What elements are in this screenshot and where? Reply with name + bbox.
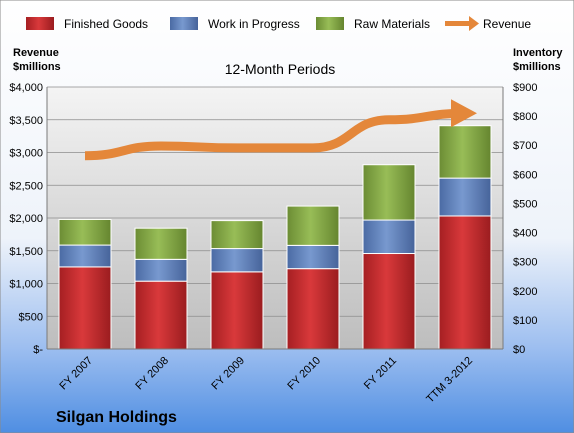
left-tick-label: $3,500 bbox=[9, 115, 43, 127]
bar-raw-materials bbox=[362, 164, 416, 221]
left-tick-label: $4,000 bbox=[9, 82, 43, 94]
right-tick-label: $800 bbox=[513, 111, 537, 123]
left-tick-label: $1,000 bbox=[9, 279, 43, 291]
left-tick-label: $1,500 bbox=[9, 246, 43, 258]
right-tick-label: $900 bbox=[513, 82, 537, 94]
left-tick-label: $2,500 bbox=[9, 180, 43, 192]
legend-swatch-raw-materials bbox=[316, 17, 344, 30]
right-tick-label: $0 bbox=[513, 344, 525, 356]
legend-swatch-revenue bbox=[445, 21, 471, 26]
left-tick-label: $500 bbox=[19, 311, 43, 323]
bar-work-in-progress bbox=[362, 219, 416, 255]
right-axis-title-line2: $millions bbox=[513, 61, 561, 73]
legend-swatch-finished-goods bbox=[26, 17, 54, 30]
right-tick-label: $400 bbox=[513, 228, 537, 240]
bar-raw-materials bbox=[286, 205, 340, 246]
bar-finished-goods bbox=[438, 215, 492, 350]
bar-finished-goods bbox=[210, 271, 264, 350]
legend-label: Raw Materials bbox=[354, 17, 430, 31]
legend-swatch-work-in-progress bbox=[170, 17, 198, 30]
revenue-line bbox=[84, 108, 466, 161]
bar-raw-materials bbox=[58, 218, 112, 246]
bar-work-in-progress bbox=[438, 177, 492, 217]
right-tick-label: $300 bbox=[513, 257, 537, 269]
right-axis-title-line1: Inventory bbox=[513, 47, 563, 59]
bar-work-in-progress bbox=[58, 244, 112, 268]
left-tick-label: $2,000 bbox=[9, 213, 43, 225]
bar-work-in-progress bbox=[286, 244, 340, 270]
right-tick-label: $600 bbox=[513, 169, 537, 181]
left-axis-title-line2: $millions bbox=[13, 61, 61, 73]
left-tick-label: $- bbox=[33, 344, 43, 356]
bar-raw-materials bbox=[134, 227, 188, 260]
bar-finished-goods bbox=[58, 266, 112, 350]
legend-label: Revenue bbox=[483, 17, 531, 31]
bar-series-group bbox=[58, 125, 492, 350]
legend-label: Finished Goods bbox=[64, 17, 148, 31]
left-tick-label: $3,000 bbox=[9, 148, 43, 160]
right-tick-label: $100 bbox=[513, 315, 537, 327]
bar-raw-materials bbox=[438, 125, 492, 179]
bar-work-in-progress bbox=[210, 248, 264, 273]
revenue-line-group bbox=[84, 99, 477, 161]
company-title: Silgan Holdings bbox=[56, 409, 177, 426]
chart-subtitle: 12-Month Periods bbox=[225, 61, 336, 77]
bar-finished-goods bbox=[286, 268, 340, 350]
legend-arrowhead bbox=[469, 16, 479, 31]
right-tick-label: $500 bbox=[513, 198, 537, 210]
bar-work-in-progress bbox=[134, 258, 188, 282]
legend-label: Work in Progress bbox=[208, 17, 300, 31]
right-tick-label: $700 bbox=[513, 140, 537, 152]
left-axis-title-line1: Revenue bbox=[13, 47, 59, 59]
bar-finished-goods bbox=[362, 253, 416, 350]
revenue-arrowhead bbox=[451, 99, 477, 128]
right-tick-label: $200 bbox=[513, 286, 537, 298]
legend: Finished Goods Work in Progress Raw Materi… bbox=[26, 16, 531, 31]
bar-raw-materials bbox=[210, 220, 264, 250]
bar-finished-goods bbox=[134, 280, 188, 350]
